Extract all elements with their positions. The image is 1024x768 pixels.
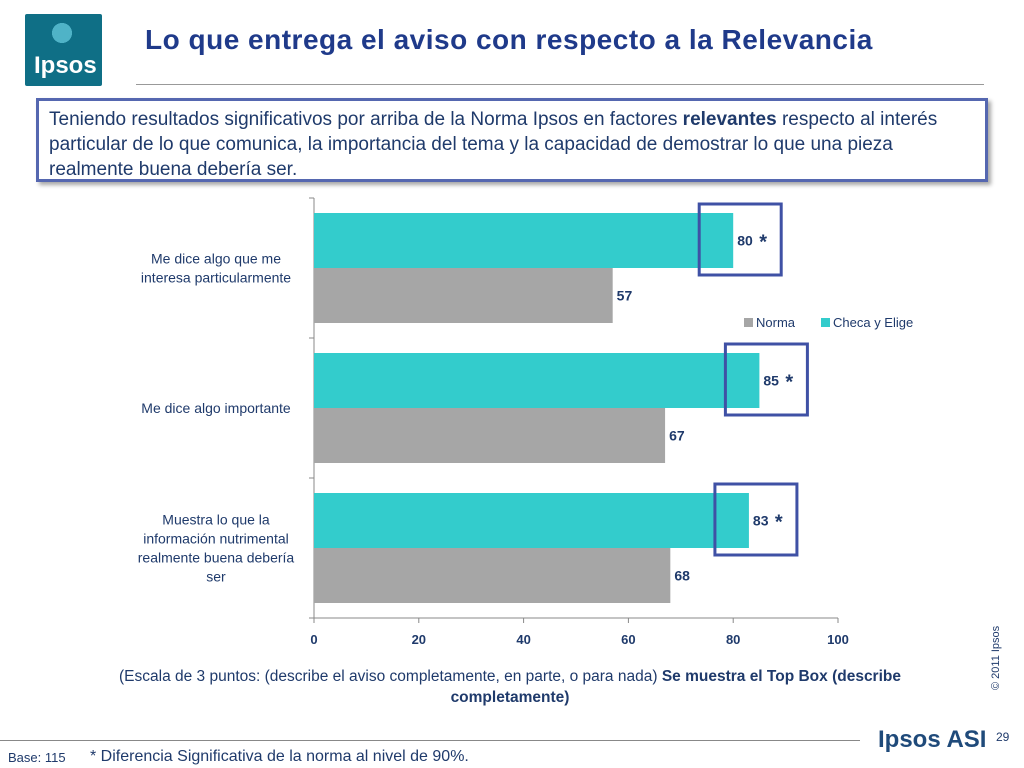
category-label: ser bbox=[206, 569, 226, 585]
scale-note: (Escala de 3 puntos: (describe el aviso … bbox=[70, 666, 950, 708]
legend-swatch-norma bbox=[744, 318, 753, 327]
highlight-box bbox=[723, 342, 809, 417]
data-label-norma: 57 bbox=[617, 288, 633, 304]
category-label: Me dice algo importante bbox=[141, 400, 291, 416]
legend-swatch-checa-y-elige bbox=[821, 318, 830, 327]
callout-text-bold: relevantes bbox=[682, 109, 777, 130]
x-tick-label: 40 bbox=[516, 632, 530, 647]
page-title: Lo que entrega el aviso con respecto a l… bbox=[145, 24, 873, 55]
x-tick-label: 100 bbox=[827, 632, 849, 647]
bar-norma bbox=[314, 268, 613, 323]
bar-checa-y-elige bbox=[314, 353, 760, 408]
x-tick-label: 0 bbox=[310, 632, 317, 647]
significance-star: * bbox=[785, 372, 793, 394]
data-label-norma: 68 bbox=[674, 568, 690, 584]
significance-note: * Diferencia Significativa de la norma a… bbox=[90, 748, 469, 765]
category-label: realmente buena debería bbox=[138, 550, 295, 566]
bar-checa-y-elige bbox=[314, 493, 749, 548]
page-number: 29 bbox=[996, 730, 1010, 744]
data-label-checa-y-elige: 85 bbox=[763, 373, 779, 389]
x-tick-label: 80 bbox=[726, 632, 740, 647]
callout-text-before: Teniendo resultados significativos por a… bbox=[49, 109, 683, 130]
logo-emblem-icon bbox=[44, 16, 80, 50]
category-label: interesa particularmente bbox=[141, 270, 291, 286]
callout-text-after: respecto al interés particular de lo que… bbox=[49, 109, 938, 180]
category-label: Me dice algo que me bbox=[151, 251, 281, 267]
copyright: © 2011 Ipsos bbox=[990, 625, 1002, 690]
footer-logo: Ipsos ASI bbox=[878, 726, 987, 753]
x-tick-label: 60 bbox=[621, 632, 635, 647]
data-label-norma: 67 bbox=[669, 428, 685, 444]
significance-star: * bbox=[775, 512, 783, 534]
scale-note-text: (Escala de 3 puntos: (describe el aviso … bbox=[119, 668, 662, 685]
category-label: Muestra lo que la bbox=[162, 512, 270, 528]
data-label-checa-y-elige: 83 bbox=[753, 513, 769, 529]
title-divider bbox=[136, 84, 984, 85]
legend-label-checa-y-elige: Checa y Elige bbox=[833, 315, 913, 330]
legend-label-norma: Norma bbox=[756, 315, 796, 330]
category-label: información nutrimental bbox=[143, 531, 289, 547]
data-label-checa-y-elige: 80 bbox=[737, 233, 753, 249]
significance-star: * bbox=[759, 232, 767, 254]
scale-note-bold: Se muestra el Top Box (describe completa… bbox=[450, 668, 901, 706]
highlight-box bbox=[713, 482, 799, 557]
bar-norma bbox=[314, 408, 666, 463]
footer-divider bbox=[0, 740, 860, 741]
bar-checa-y-elige bbox=[314, 213, 734, 268]
base-note: Base: 115 bbox=[8, 750, 66, 765]
logo-text: Ipsos bbox=[34, 52, 97, 79]
x-tick-label: 20 bbox=[412, 632, 426, 647]
highlight-box bbox=[697, 202, 783, 277]
callout-box: Teniendo resultados significativos por a… bbox=[36, 98, 988, 182]
bar-norma bbox=[314, 548, 671, 603]
